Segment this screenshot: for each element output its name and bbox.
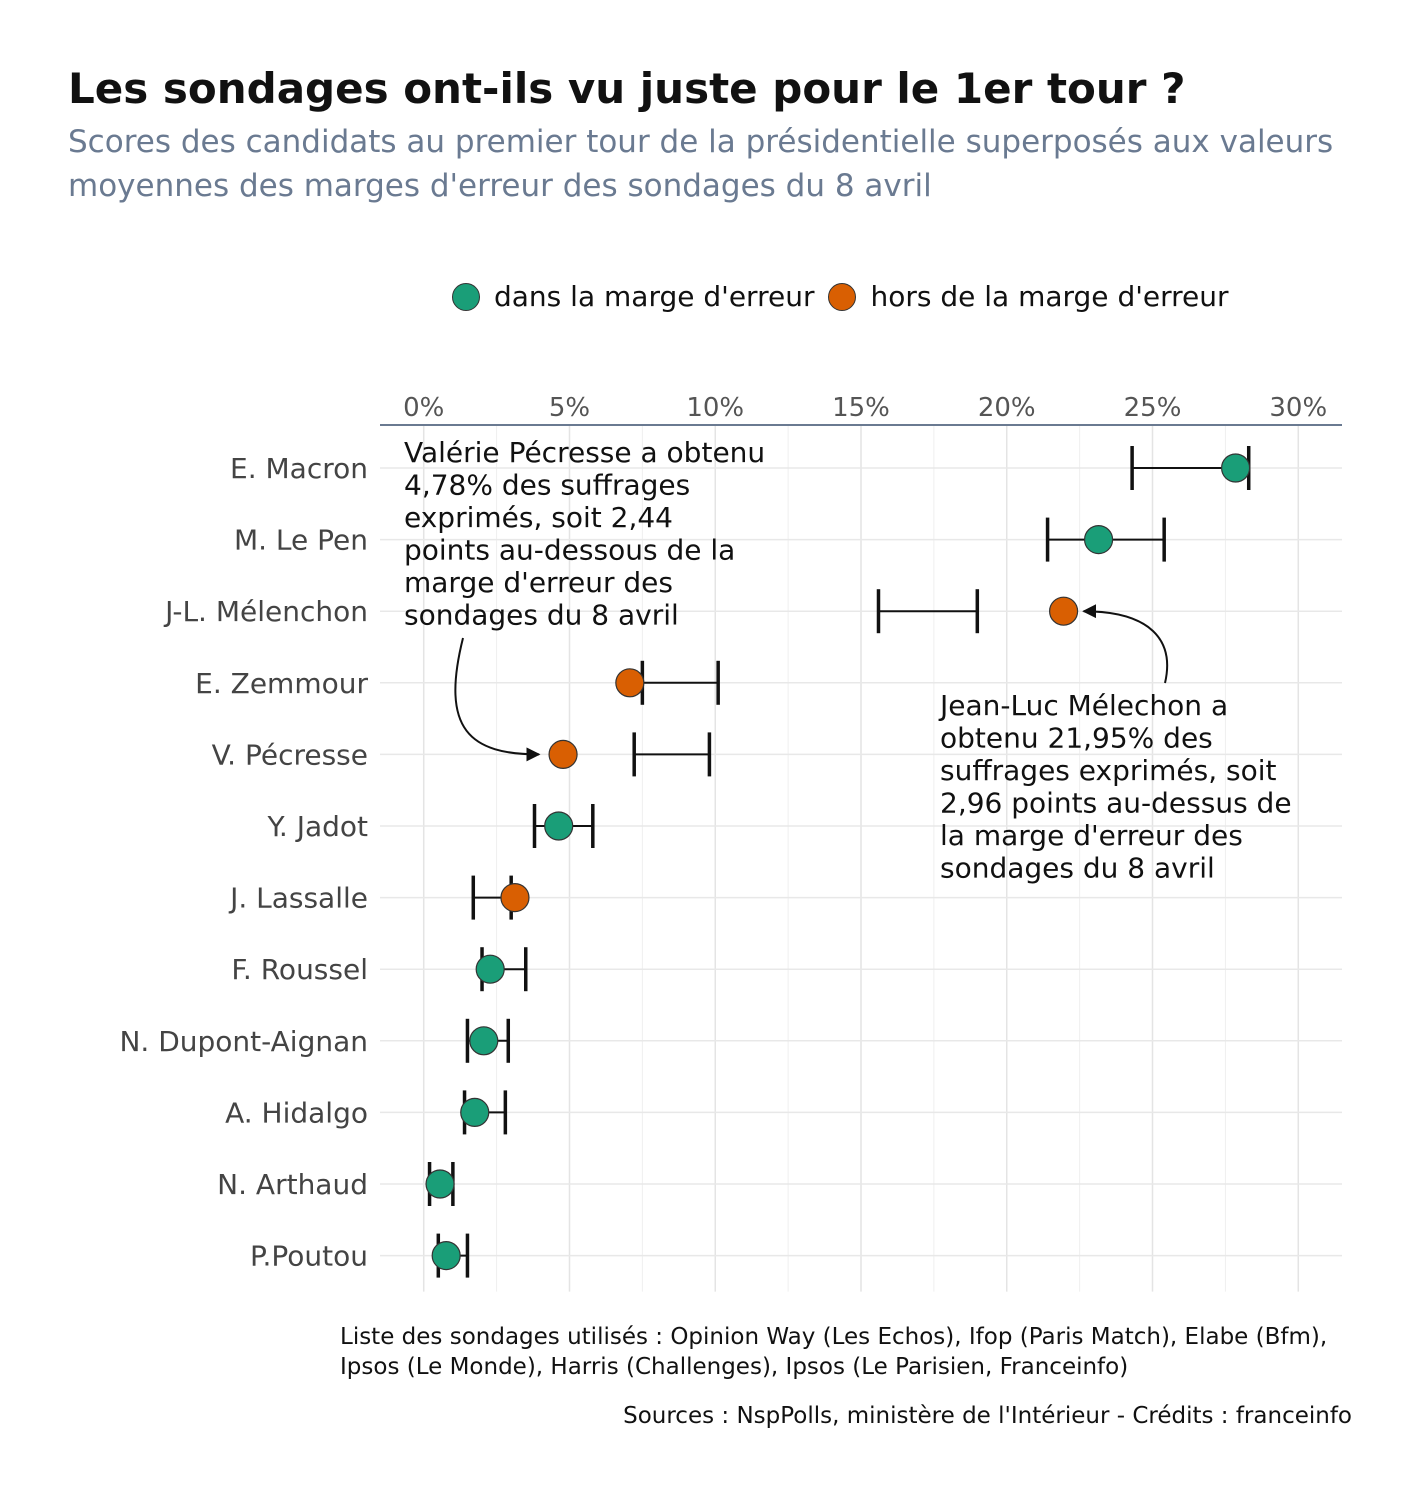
score-point [500,882,530,913]
sources-credits: Sources : NspPolls, ministère de l'Intér… [623,1403,1352,1429]
annotation-pecresse-line: sondages du 8 avril [404,599,679,632]
annotation-pecresse-line: Valérie Pécresse a obtenu [404,436,765,469]
annotation-melenchon-arrow [1082,604,1169,684]
chart-title: Les sondages ont-ils vu juste pour le 1e… [68,64,1186,113]
annotation-pecresse-arrow [454,637,541,762]
score-point [475,954,505,984]
annotation-pecresse-line: points au-dessous de la [404,534,735,567]
score-point [469,1026,499,1056]
candidate-label: P.Poutou [250,1240,368,1273]
legend-item-inside: dans la marge d'erreur [452,280,814,313]
annotation-pecresse-line: exprimés, soit 2,44 [404,501,673,534]
score-point [548,739,578,769]
score-point [460,1097,490,1128]
x-tick-label: 0% [403,393,444,423]
x-tick-label: 5% [549,393,590,423]
legend-label-outside: hors de la marge d'erreur [870,280,1229,313]
score-point [1049,596,1079,626]
candidate-label: J. Lassalle [228,882,368,915]
candidate-label: A. Hidalgo [225,1096,368,1129]
candidate-label: N. Arthaud [217,1168,368,1201]
score-point [544,811,574,841]
annotation-melenchon-line: 2,96 points au-dessus de [940,787,1292,820]
candidate-label: Y. Jadot [266,810,368,843]
x-tick-label: 25% [1124,393,1182,423]
legend-swatch-inside [452,282,480,311]
annotation-melenchon-line: la marge d'erreur des [940,819,1243,852]
annotation-melenchon-line: Jean-Luc Mélechon a [938,689,1228,722]
candidate-label: E. Zemmour [195,667,368,700]
legend-label-inside: dans la marge d'erreur [494,280,815,313]
annotation-melenchon-line: sondages du 8 avril [940,852,1215,885]
candidate-label: V. Pécresse [212,738,368,771]
dot-plot: 0% 5% 10% 15% 20% 25% 30% E. Macron M. Le Pen J-L… [119,393,1342,1292]
score-point [1083,525,1114,555]
annotation-melenchon-line: suffrages exprimés, soit [940,754,1277,787]
legend: dans la marge d'erreur hors de la marge … [452,280,1243,313]
score-point [615,668,645,698]
footnote: Liste des sondages utilisés : Opinion Wa… [340,1324,1328,1380]
annotation-pecresse-line: 4,78% des suffrages [404,469,690,502]
score-point [431,1240,461,1271]
x-tick-label: 15% [832,393,890,423]
score-point [1220,453,1251,483]
candidate-label: J-L. Mélenchon [163,595,368,628]
candidate-label: M. Le Pen [234,524,368,557]
x-tick-label: 20% [978,393,1036,423]
candidate-label: E. Macron [230,452,368,485]
legend-swatch-outside [828,282,857,311]
annotation-pecresse-line: marge d'erreur des [404,566,673,599]
chart-subtitle: Scores des candidats au premier tour de … [68,124,1334,204]
x-tick-label: 10% [686,393,744,423]
candidate-label: N. Dupont-Aignan [119,1025,368,1058]
score-point [425,1169,455,1199]
annotation-melenchon-line: obtenu 21,95% des [940,722,1213,755]
candidate-label: F. Roussel [231,953,368,986]
legend-item-outside: hors de la marge d'erreur [828,280,1229,313]
x-tick-label: 30% [1269,393,1327,423]
